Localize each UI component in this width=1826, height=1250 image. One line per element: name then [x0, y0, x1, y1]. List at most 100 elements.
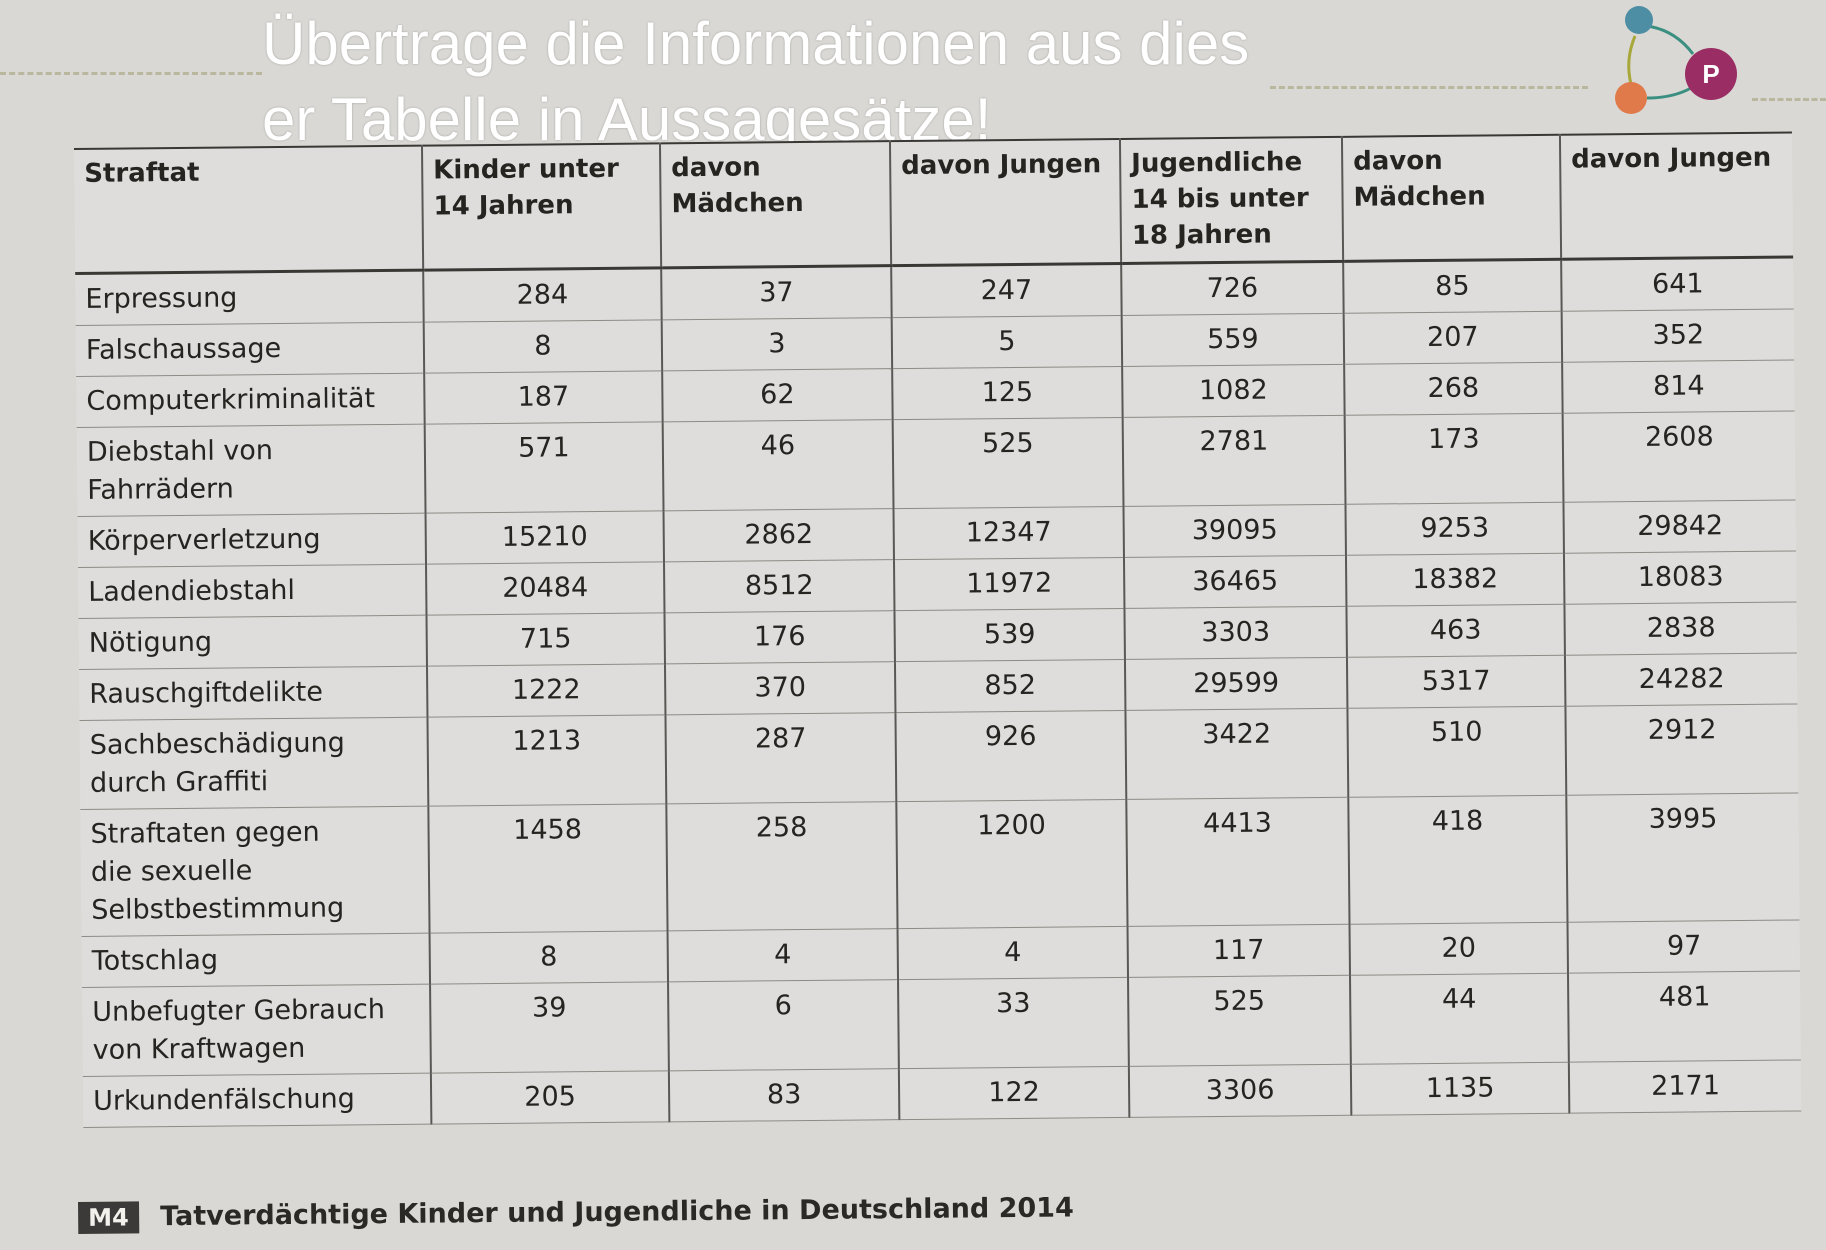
value-cell: 814: [1562, 359, 1795, 414]
offense-cell: Sachbeschädigung durch Graffiti: [79, 717, 429, 810]
value-cell: 125: [892, 366, 1123, 420]
column-header: davon Jungen: [1559, 132, 1794, 260]
column-header-line: 18 Jahren: [1131, 219, 1272, 251]
value-cell: 2912: [1565, 703, 1799, 796]
value-cell: 12347: [893, 506, 1124, 560]
value-cell: 85: [1343, 259, 1562, 314]
offense-cell: Ladendiebstahl: [78, 564, 427, 619]
value-cell: 926: [895, 710, 1127, 802]
value-cell: 6: [668, 979, 899, 1071]
offense-label-line: Unbefugter Gebrauch: [92, 994, 386, 1028]
publisher-logo: P: [1595, 0, 1737, 130]
offense-cell: Nötigung: [78, 615, 427, 670]
table-caption: M4 Tatverdächtige Kinder und Jugendliche…: [78, 1192, 1074, 1234]
value-cell: 24282: [1564, 652, 1798, 707]
column-header-line: Jugendliche: [1131, 147, 1303, 179]
value-cell: 8512: [663, 559, 895, 613]
value-cell: 8: [423, 319, 663, 374]
value-cell: 1222: [426, 663, 666, 718]
value-cell: 36465: [1123, 555, 1347, 609]
value-cell: 11972: [893, 557, 1125, 611]
table-row: Straftaten gegen die sexuelle Selbstbestim…: [80, 792, 1800, 937]
value-cell: 1458: [428, 803, 668, 934]
offense-label-line: von Kraftwagen: [92, 1032, 306, 1066]
caption-text: Tatverdächtige Kinder und Jugendliche in…: [159, 1192, 1074, 1233]
value-cell: 4: [897, 926, 1129, 980]
column-header: Straftat: [74, 145, 424, 274]
value-cell: 2838: [1564, 601, 1797, 656]
column-header: Kinder unter 14 Jahren: [421, 143, 662, 271]
offense-cell: Diebstahl von Fahrrädern: [76, 424, 426, 517]
value-cell: 8: [429, 930, 669, 985]
offense-label-line: Rauschgiftdelikte: [89, 676, 324, 710]
value-cell: 2171: [1568, 1059, 1802, 1114]
offense-label-line: Ladendiebstahl: [88, 574, 296, 608]
offense-label-line: Körperverletzung: [87, 523, 321, 557]
value-cell: 9253: [1345, 502, 1564, 556]
value-cell: 83: [668, 1068, 900, 1122]
value-cell: 525: [892, 417, 1124, 509]
logo-dot-orange: [1615, 82, 1647, 114]
offense-cell: Erpressung: [75, 270, 424, 326]
value-cell: 44: [1350, 973, 1569, 1065]
offense-label-line: Straftaten gegen: [90, 816, 320, 850]
value-cell: 2862: [663, 508, 894, 562]
value-cell: 571: [424, 421, 664, 514]
value-cell: 641: [1561, 257, 1794, 312]
value-cell: 247: [891, 263, 1122, 318]
value-cell: 187: [424, 370, 663, 425]
offense-label-line: Diebstahl von: [86, 435, 274, 468]
value-cell: 3: [661, 317, 893, 371]
value-cell: 18382: [1345, 553, 1565, 607]
value-cell: 3995: [1566, 792, 1800, 923]
offense-cell: Totschlag: [81, 933, 431, 988]
value-cell: 39095: [1123, 504, 1346, 558]
logo-p-badge: P: [1685, 48, 1737, 100]
header-row: Straftat Kinder unter 14 Jahren davon Mädch…: [74, 132, 1794, 274]
offense-label-line: Fahrrädern: [87, 473, 234, 506]
offense-cell: Körperverletzung: [77, 513, 427, 568]
value-cell: 5: [891, 315, 1123, 369]
value-cell: 4: [667, 928, 899, 982]
table-row: Sachbeschädigung durch Graffiti 1213 287 926…: [79, 703, 1799, 810]
value-cell: 3306: [1128, 1064, 1352, 1118]
value-cell: 1200: [896, 799, 1128, 929]
value-cell: 176: [664, 610, 895, 664]
caption-badge: M4: [78, 1201, 139, 1234]
task-heading: Übertrage die Informationen aus dies er …: [262, 6, 1362, 158]
offense-label-line: Erpressung: [85, 282, 238, 315]
value-cell: 510: [1347, 706, 1567, 798]
value-cell: 258: [666, 801, 898, 931]
column-header: davon Mädchen: [659, 141, 892, 268]
value-cell: 1135: [1350, 1062, 1570, 1116]
value-cell: 418: [1348, 795, 1568, 925]
value-cell: 33: [898, 977, 1129, 1069]
offense-cell: Unbefugter Gebrauch von Kraftwagen: [82, 984, 431, 1077]
offense-label-line: Computerkriminalität: [86, 383, 376, 417]
value-cell: 715: [426, 612, 665, 667]
crime-statistics-table: Straftat Kinder unter 14 Jahren davon Mädch…: [74, 131, 1802, 1128]
offense-label-line: die sexuelle: [90, 855, 253, 888]
table-row: Unbefugter Gebrauch von Kraftwagen 39 6 33 52…: [82, 970, 1801, 1077]
value-cell: 18083: [1563, 550, 1797, 605]
value-cell: 173: [1344, 413, 1564, 505]
column-header: davon Mädchen: [1341, 134, 1562, 262]
value-cell: 122: [898, 1066, 1130, 1120]
offense-cell: Rauschgiftdelikte: [79, 666, 428, 721]
offense-label-line: Nötigung: [88, 626, 213, 659]
offense-cell: Computerkriminalität: [76, 373, 425, 428]
value-cell: 20484: [426, 561, 665, 616]
value-cell: 2608: [1562, 410, 1796, 503]
table-row: Diebstahl von Fahrrädern 571 46 525 2781 173 26…: [76, 410, 1796, 517]
value-cell: 15210: [425, 510, 664, 565]
logo-dot-blue: [1625, 6, 1653, 34]
value-cell: 29842: [1563, 499, 1796, 554]
value-cell: 5317: [1346, 655, 1566, 709]
offense-label-line: durch Graffiti: [89, 766, 269, 799]
value-cell: 370: [664, 661, 896, 715]
value-cell: 726: [1121, 261, 1344, 316]
value-cell: 97: [1567, 919, 1800, 974]
column-header-line: davon Jungen: [901, 149, 1102, 182]
offense-cell: Urkundenfälschung: [82, 1073, 432, 1128]
offense-label-line: Selbstbestimmung: [91, 892, 345, 926]
